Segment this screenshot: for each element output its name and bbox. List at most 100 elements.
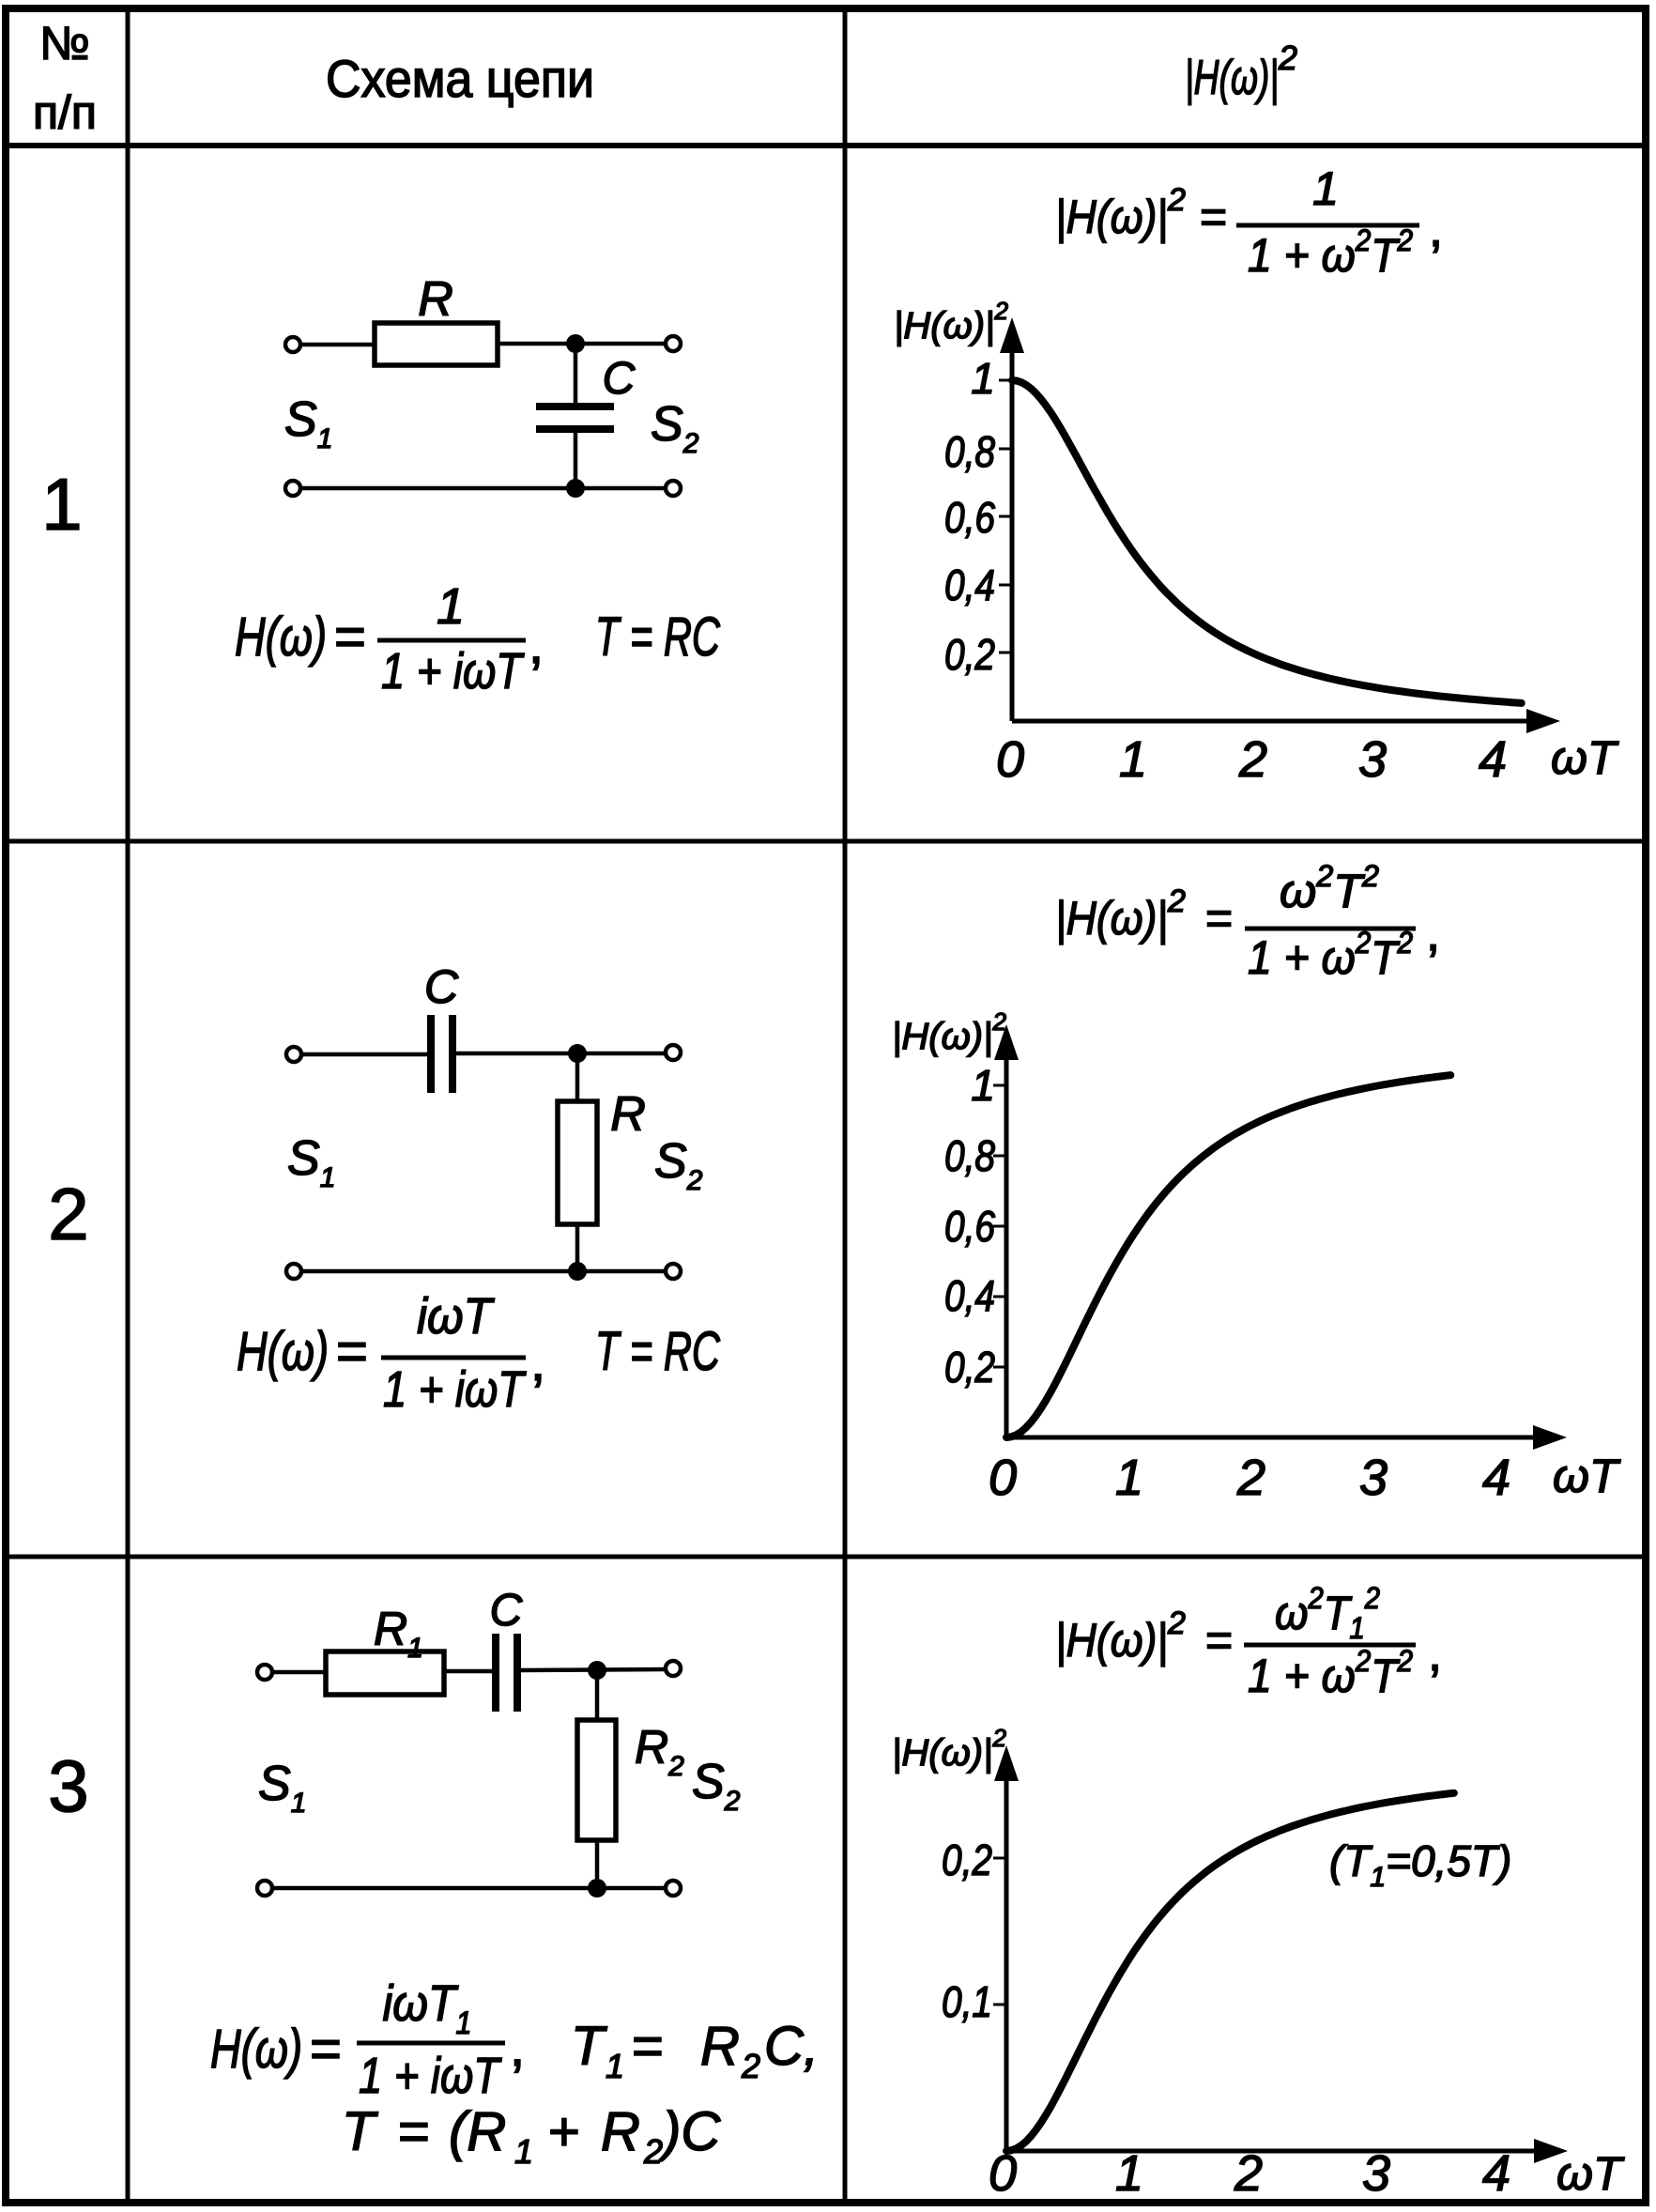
svg-text:R: R [610, 1087, 646, 1142]
svg-text:п/п: п/п [33, 86, 97, 139]
svg-text:=: = [398, 2101, 430, 2162]
svg-text:1 + ω2T2: 1 + ω2T2 [1248, 1644, 1413, 1702]
svg-text:=: = [1205, 892, 1233, 945]
svg-text:S1: S1 [287, 1131, 335, 1193]
svg-text:S2: S2 [651, 397, 699, 459]
svg-text:0,1: 0,1 [942, 1977, 992, 2026]
svg-text:1 + iωT: 1 + iωT [383, 1361, 527, 1418]
svg-text:C: C [424, 960, 459, 1013]
svg-text:ωT: ωT [1551, 731, 1619, 784]
svg-text:C: C [603, 354, 636, 404]
svg-text:S1: S1 [284, 392, 332, 454]
svg-text:0,2: 0,2 [944, 1343, 995, 1391]
svg-text:H(ω): H(ω) [235, 607, 327, 668]
svg-text:Схема цепи: Схема цепи [326, 49, 594, 108]
svg-text:1: 1 [971, 1061, 995, 1110]
svg-text:0,4: 0,4 [944, 1271, 995, 1320]
svg-text:4: 4 [1482, 2145, 1510, 2202]
svg-text:0,2: 0,2 [944, 630, 995, 679]
svg-text:iωT1: iωT1 [383, 1975, 472, 2041]
svg-text:,: , [1426, 905, 1440, 961]
svg-text:|H(ω)|2: |H(ω)|2 [892, 1007, 1006, 1057]
svg-text:№: № [39, 17, 90, 69]
svg-text:C: C [490, 1586, 523, 1636]
svg-text:4: 4 [1479, 731, 1507, 788]
svg-text:4: 4 [1482, 1450, 1510, 1506]
svg-text:=: = [1205, 1614, 1233, 1667]
svg-text:1: 1 [1312, 162, 1339, 215]
svg-text:|H(ω)|2: |H(ω)|2 [1055, 883, 1186, 945]
svg-text:2: 2 [1234, 2145, 1263, 2202]
svg-text:T: T [571, 2016, 607, 2077]
svg-text:1: 1 [1115, 1450, 1143, 1506]
svg-text:ω2T2: ω2T2 [1280, 859, 1379, 917]
svg-text:,: , [510, 2017, 525, 2078]
svg-text:2: 2 [643, 2132, 663, 2171]
svg-text:2: 2 [741, 2047, 760, 2085]
svg-text:R2: R2 [635, 1721, 684, 1782]
svg-text:2: 2 [1236, 1450, 1265, 1506]
svg-text:S1: S1 [258, 1757, 306, 1819]
svg-text:iωT: iωT [417, 1288, 496, 1344]
svg-text:ωT: ωT [1556, 2147, 1625, 2200]
svg-text:0,8: 0,8 [944, 427, 995, 476]
svg-text:S2: S2 [654, 1134, 703, 1196]
svg-text:=: = [334, 607, 366, 668]
svg-text:3: 3 [1362, 2145, 1390, 2202]
svg-text:H(ω): H(ω) [210, 2019, 302, 2080]
svg-text:ωT: ωT [1553, 1450, 1621, 1502]
svg-text:C,: C, [764, 2016, 819, 2077]
svg-text:0: 0 [996, 731, 1024, 788]
svg-text:T = RC: T = RC [595, 1321, 721, 1382]
svg-text:(T1=0,5T): (T1=0,5T) [1329, 1836, 1511, 1893]
svg-text:|H(ω)|2: |H(ω)|2 [892, 1724, 1006, 1774]
svg-text:2: 2 [1238, 731, 1267, 788]
svg-text:2: 2 [48, 1173, 88, 1255]
svg-text:3: 3 [1359, 1450, 1388, 1506]
svg-text:1: 1 [1115, 2145, 1143, 2202]
svg-text:=: = [336, 1321, 368, 1382]
svg-text:R1: R1 [374, 1603, 423, 1664]
svg-text:S2: S2 [692, 1755, 741, 1817]
svg-text:0,6: 0,6 [944, 493, 995, 542]
svg-text:0,2: 0,2 [942, 1836, 992, 1884]
svg-text:3: 3 [48, 1744, 88, 1827]
svg-text:ω2T12: ω2T12 [1275, 1581, 1380, 1645]
svg-text:1: 1 [606, 2047, 624, 2085]
svg-text:H(ω): H(ω) [237, 1321, 329, 1382]
svg-text:,: , [530, 1331, 545, 1392]
svg-text:1: 1 [41, 463, 82, 545]
svg-text:(R: (R [449, 2101, 506, 2162]
svg-text:|H(ω)|2: |H(ω)|2 [1055, 1605, 1186, 1667]
svg-text:)C: )C [657, 2101, 721, 2162]
svg-text:1: 1 [971, 354, 995, 403]
svg-text:0,6: 0,6 [944, 1202, 995, 1251]
svg-text:1 + iωT: 1 + iωT [359, 2048, 502, 2104]
svg-text:|H(ω)|2: |H(ω)|2 [1185, 38, 1297, 105]
svg-text:R: R [601, 2101, 640, 2162]
svg-text:0: 0 [989, 2145, 1017, 2202]
svg-text:=: = [310, 2019, 342, 2080]
svg-text:=: = [632, 2016, 664, 2077]
svg-text:R: R [700, 2016, 740, 2077]
svg-text:1 + ω2T2: 1 + ω2T2 [1248, 223, 1413, 282]
svg-text:T = RC: T = RC [595, 607, 721, 668]
svg-text:,: , [1428, 1625, 1442, 1682]
svg-text:0,4: 0,4 [944, 561, 995, 609]
svg-text:0,8: 0,8 [944, 1131, 995, 1180]
svg-text:1: 1 [514, 2132, 533, 2171]
svg-text:|H(ω)|2: |H(ω)|2 [1055, 182, 1186, 244]
svg-text:1 + iωT: 1 + iωT [381, 643, 525, 699]
svg-text:T: T [342, 2101, 378, 2162]
svg-text:|H(ω)|2: |H(ω)|2 [894, 297, 1008, 346]
svg-text:+: + [548, 2101, 580, 2162]
svg-text:1: 1 [437, 578, 465, 635]
svg-text:3: 3 [1358, 731, 1387, 788]
svg-text:,: , [529, 614, 544, 675]
svg-text:=: = [1200, 191, 1227, 243]
svg-text:1 + ω2T2: 1 + ω2T2 [1248, 926, 1413, 984]
svg-text:0: 0 [989, 1450, 1017, 1506]
svg-text:,: , [1429, 201, 1443, 257]
svg-text:1: 1 [1119, 731, 1147, 788]
svg-text:R: R [418, 272, 453, 327]
